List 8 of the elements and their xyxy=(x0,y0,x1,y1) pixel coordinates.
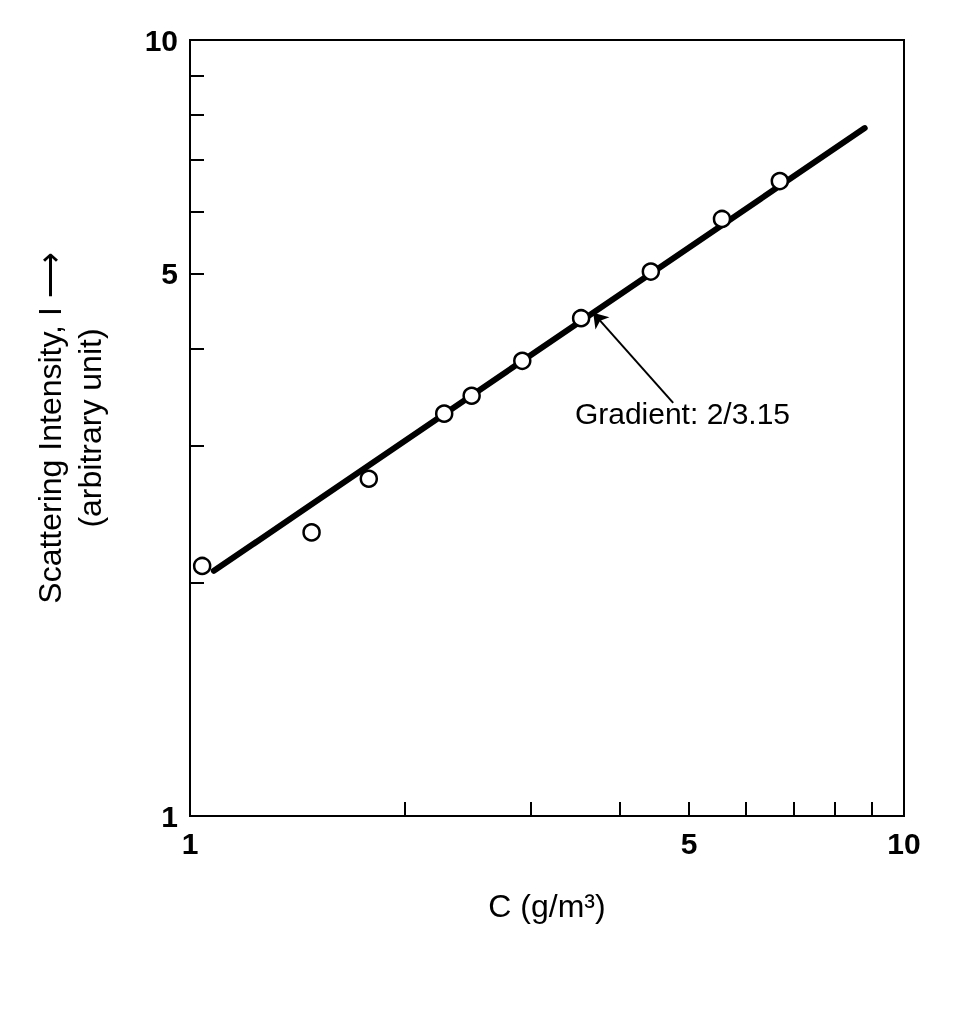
x-axis-title: C (g/m³) xyxy=(488,888,606,924)
x-tick-label: 5 xyxy=(680,826,698,860)
y-tick-label: 10 xyxy=(144,23,178,57)
y-tick-label: 5 xyxy=(161,257,178,291)
x-tick-label: 10 xyxy=(887,826,921,860)
y-tick-label: 1 xyxy=(161,799,178,833)
y-axis-title: Scattering Intensity, I ⟶ (arbitrary unit) xyxy=(32,252,108,604)
annotation: Gradient: 2/3.15 xyxy=(574,396,791,430)
